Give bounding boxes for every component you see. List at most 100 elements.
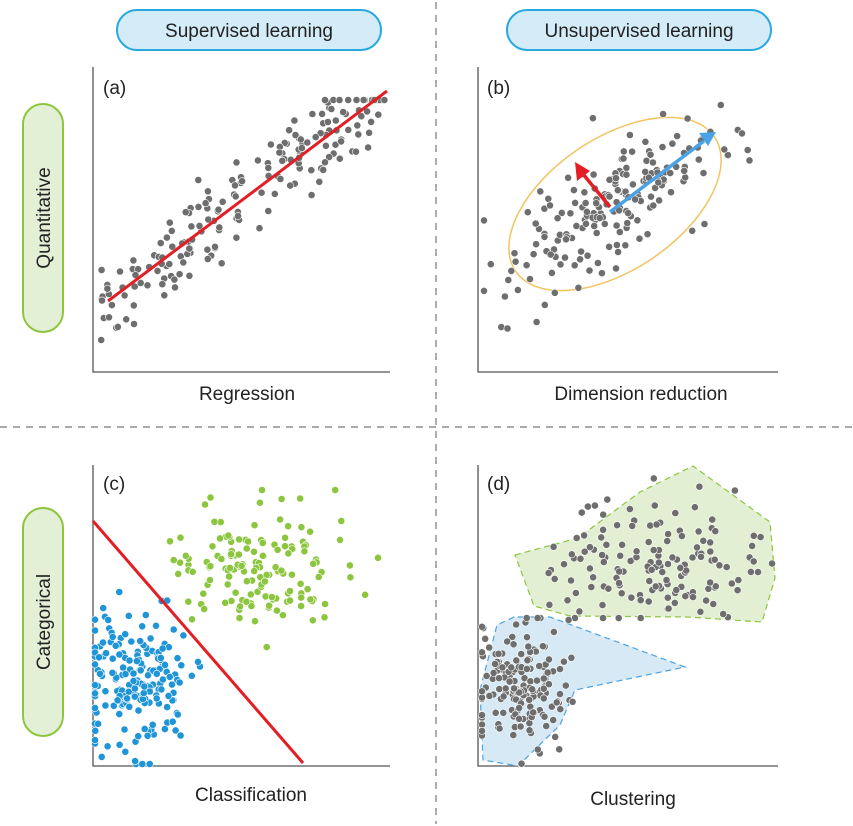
decision-boundary-line [91, 520, 305, 764]
regression-point [321, 141, 330, 150]
cluster-blue-point [523, 665, 531, 673]
cluster-blue-point [494, 649, 503, 658]
cluster-blue-point [512, 656, 521, 665]
class-green-point [231, 588, 240, 597]
dimension-reduction-point [589, 170, 598, 179]
class-blue-point [115, 710, 124, 718]
dimension-reduction-point [629, 180, 637, 189]
dimension-reduction-point [647, 192, 655, 201]
dimension-reduction-point [511, 257, 520, 266]
regression-point [278, 156, 287, 165]
cluster-blue-point [510, 684, 518, 693]
dimension-reduction-point [643, 230, 652, 239]
dimension-reduction-point [605, 175, 614, 184]
class-blue-point [175, 678, 184, 687]
class-green-point [242, 544, 251, 553]
regression-point [285, 126, 293, 135]
dimension-reduction-point [655, 196, 663, 205]
regression-point [170, 275, 179, 284]
dimension-reduction-caption: Dimension reduction [554, 384, 727, 405]
regression-point [158, 280, 167, 289]
regression-point [153, 266, 162, 275]
dimension-reduction-point [526, 275, 534, 283]
panel-d-label: (d) [487, 474, 510, 495]
class-blue-point [130, 684, 139, 693]
cluster-green-point [617, 589, 626, 598]
cluster-green-point [591, 501, 599, 510]
cluster-blue-point [549, 716, 558, 724]
class-blue-point [179, 631, 188, 640]
cluster-blue-point [478, 687, 486, 696]
class-green-point [235, 535, 243, 544]
dimension-reduction-point [667, 188, 675, 197]
regression-point [171, 283, 179, 292]
cluster-green-point [544, 569, 553, 577]
dimension-reduction-point [531, 219, 540, 228]
regression-point [291, 131, 300, 139]
cluster-blue-point [478, 711, 486, 719]
class-blue-point [168, 717, 177, 726]
regression-point [364, 143, 372, 152]
regression-point [130, 282, 139, 291]
cluster-blue-point [489, 669, 498, 677]
cluster-green-point [691, 503, 699, 512]
class-blue-point [91, 736, 99, 744]
cluster-blue-point [550, 628, 558, 636]
regression-point [339, 108, 348, 116]
regression-point [129, 256, 138, 265]
clustering-points [478, 474, 776, 768]
class-green-point [255, 498, 264, 507]
unsupervised-learning-header: Unsupervised learning [506, 9, 772, 51]
cluster-green-point [577, 508, 586, 517]
dimension-reduction-point [590, 222, 599, 230]
cluster-green-point [599, 558, 608, 566]
cluster-green-point [636, 614, 645, 622]
dimension-reduction-points [480, 101, 754, 333]
class-green-point [210, 517, 219, 526]
cluster-blue-point [482, 672, 491, 680]
dimension-reduction-point [612, 264, 620, 273]
dimension-reduction-point [615, 228, 624, 236]
categorical-label: Categorical [34, 574, 55, 670]
regression-point [165, 260, 174, 268]
cluster-green-point [706, 538, 715, 547]
class-blue-point [143, 731, 152, 740]
class-green-point [284, 522, 292, 531]
class-blue-point [164, 692, 173, 700]
class-green-point [184, 597, 193, 606]
dimension-reduction-point [592, 199, 601, 208]
cluster-green-point [727, 579, 736, 588]
cluster-blue-point [542, 722, 551, 730]
cluster-green-point [586, 543, 594, 552]
class-green-point [346, 573, 355, 582]
class-blue-point [113, 696, 122, 705]
dimension-reduction-point [614, 248, 622, 256]
class-blue-point [115, 588, 124, 596]
cluster-green-point [664, 530, 672, 538]
cluster-green-point [616, 551, 625, 560]
regression-point [335, 96, 344, 104]
regression-caption: Regression [199, 384, 295, 405]
dimension-reduction-point [613, 241, 621, 249]
dimension-reduction-point [500, 292, 509, 301]
class-green-point [208, 542, 217, 551]
cluster-green-point [719, 610, 728, 618]
dimension-reduction-point [659, 110, 667, 118]
dimension-reduction-point [571, 198, 579, 207]
supervised-learning-header: Supervised learning [116, 9, 382, 51]
class-green-point [277, 495, 286, 503]
dimension-reduction-point [577, 247, 585, 256]
class-blue-point [131, 757, 139, 765]
class-blue-point [168, 680, 176, 689]
cluster-green-point [615, 579, 623, 587]
dimension-reduction-point [612, 174, 620, 183]
dimension-reduction-point [613, 186, 622, 195]
dimension-reduction-point [631, 195, 639, 204]
cluster-blue-point [539, 694, 548, 703]
cluster-green-point [676, 564, 685, 572]
class-blue-point [124, 612, 133, 620]
cluster-green-point [560, 560, 568, 569]
regression-point [187, 222, 196, 231]
panel-clustering: (d) Clustering [477, 465, 778, 810]
